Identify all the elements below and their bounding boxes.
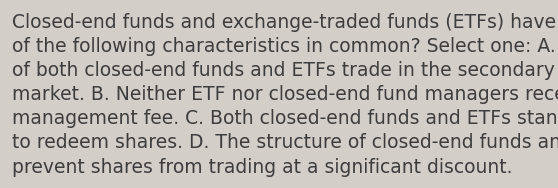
Text: of both closed-end funds and ETFs trade in the secondary: of both closed-end funds and ETFs trade …: [12, 61, 555, 80]
Text: management fee. C. Both closed-end funds and ETFs stand ready: management fee. C. Both closed-end funds…: [12, 109, 558, 128]
Text: prevent shares from trading at a significant discount.: prevent shares from trading at a signifi…: [12, 158, 513, 177]
Text: of the following characteristics in common? Select one: A. Shares: of the following characteristics in comm…: [12, 37, 558, 56]
Text: Closed-end funds and exchange-traded funds (ETFs) have which: Closed-end funds and exchange-traded fun…: [12, 13, 558, 32]
Text: to redeem shares. D. The structure of closed-end funds and ETFs: to redeem shares. D. The structure of cl…: [12, 133, 558, 152]
Text: market. B. Neither ETF nor closed-end fund managers receive a: market. B. Neither ETF nor closed-end fu…: [12, 85, 558, 104]
